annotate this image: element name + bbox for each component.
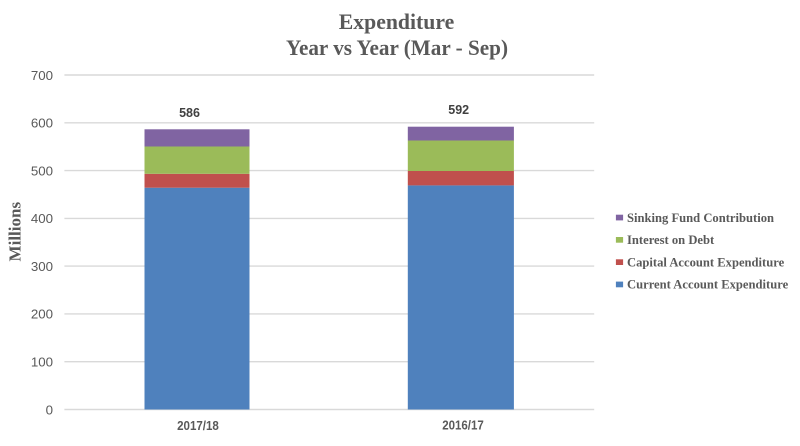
svg-text:200: 200	[31, 307, 53, 322]
svg-text:500: 500	[31, 163, 53, 178]
svg-text:Year vs Year (Mar - Sep): Year vs Year (Mar - Sep)	[286, 35, 508, 60]
svg-text:300: 300	[31, 259, 53, 274]
svg-text:600: 600	[31, 116, 53, 131]
svg-text:100: 100	[31, 355, 53, 370]
svg-text:Sinking Fund Contribution: Sinking Fund Contribution	[627, 211, 774, 225]
svg-text:592: 592	[448, 103, 469, 117]
svg-text:Interest on Debt: Interest on Debt	[627, 233, 715, 247]
svg-text:700: 700	[31, 68, 53, 83]
svg-text:0: 0	[46, 402, 53, 417]
svg-text:Millions: Millions	[5, 202, 24, 262]
svg-text:Expenditure: Expenditure	[339, 9, 455, 34]
svg-text:586: 586	[179, 106, 200, 120]
svg-text:400: 400	[31, 211, 53, 226]
svg-text:2017/18: 2017/18	[177, 419, 219, 433]
svg-text:2016/17: 2016/17	[442, 419, 484, 433]
svg-text:Capital Account Expenditure: Capital Account Expenditure	[627, 255, 785, 269]
svg-text:Current Account Expenditure: Current Account Expenditure	[627, 278, 789, 292]
